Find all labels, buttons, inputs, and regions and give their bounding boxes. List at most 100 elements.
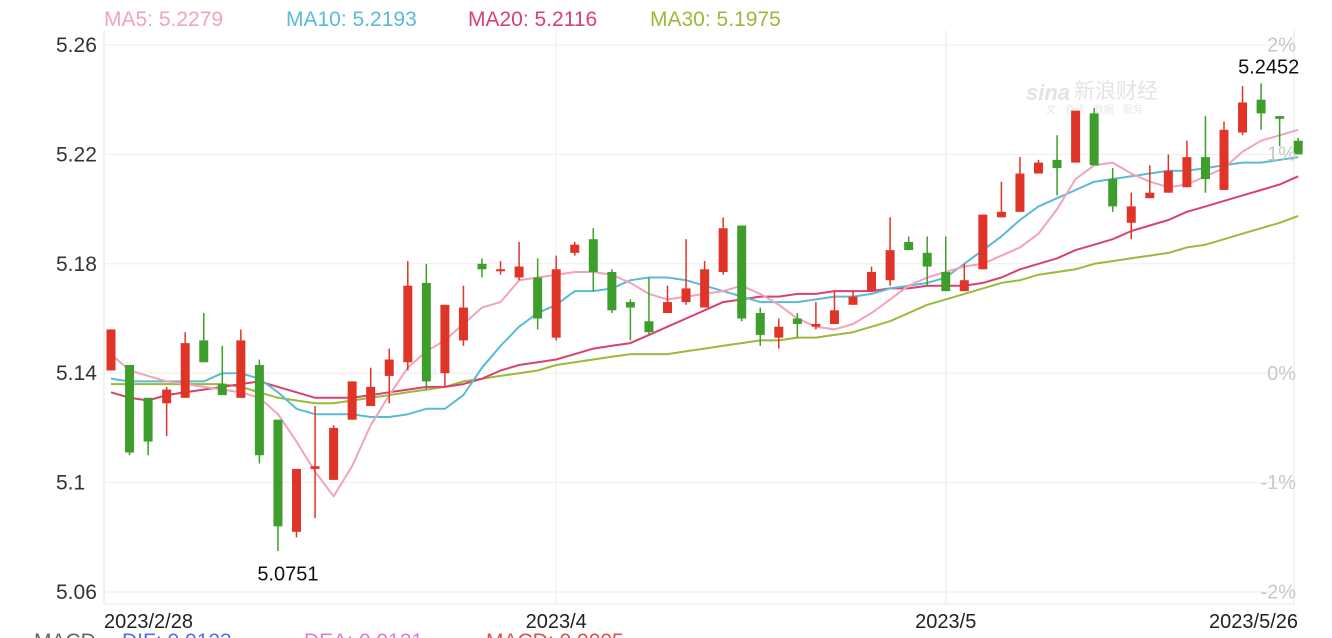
x-date-label: 2023/5/26	[1209, 611, 1298, 633]
candle	[1089, 107, 1099, 166]
candle	[440, 304, 450, 387]
legend-item: MA30: 5.1975	[650, 8, 781, 31]
candle-body	[329, 427, 339, 480]
candle-body	[1034, 162, 1043, 174]
candle	[1163, 154, 1173, 193]
candle-body	[644, 321, 654, 333]
candle	[477, 258, 487, 278]
candle	[737, 225, 747, 322]
candle-body	[125, 364, 135, 453]
candle-body	[1071, 110, 1081, 163]
candle-body	[1163, 170, 1173, 193]
candle	[625, 299, 635, 341]
legend-item: MA5: 5.2279	[104, 8, 223, 31]
candle	[978, 214, 988, 270]
y-tick-label: 5.1	[56, 472, 85, 495]
candle	[811, 302, 821, 330]
pct-tick-label: -1%	[1260, 472, 1296, 494]
candle-body	[885, 250, 895, 281]
candle-body	[1015, 173, 1025, 212]
candle-body	[755, 313, 765, 335]
candle-body	[310, 466, 320, 469]
candle	[792, 313, 802, 338]
legend-item: MA20: 5.2116	[468, 8, 597, 31]
candle	[755, 307, 765, 346]
candle	[1071, 110, 1081, 163]
ma5-line	[110, 128, 1299, 498]
candle	[329, 425, 339, 480]
candle	[347, 381, 357, 420]
candle-body	[1275, 116, 1285, 119]
candle-body	[625, 302, 635, 308]
candle-body	[403, 285, 413, 363]
candle-body	[848, 296, 858, 305]
x-date-label: 2023/2/28	[104, 611, 193, 633]
candle	[254, 359, 264, 464]
candle	[644, 277, 654, 335]
candle	[774, 318, 784, 349]
candle	[588, 228, 598, 292]
candle	[1052, 135, 1062, 196]
candle	[1219, 121, 1229, 190]
moving-average-lines	[110, 128, 1299, 498]
candle	[458, 285, 468, 346]
candle-body	[496, 269, 506, 272]
macd-value: MACD: 0.0005	[486, 630, 624, 638]
macd-value: DEA: 0.0121	[304, 630, 423, 638]
candle-body	[1238, 102, 1248, 133]
candle	[607, 269, 617, 314]
candle	[1126, 192, 1136, 240]
candle	[681, 239, 691, 305]
candle-body	[106, 329, 116, 371]
candle-body	[458, 307, 468, 341]
candle-body	[384, 359, 394, 376]
candle-body	[1108, 179, 1118, 207]
candle	[904, 236, 914, 251]
candle-body	[143, 397, 153, 442]
candle	[1034, 159, 1043, 174]
candle-body	[533, 277, 543, 319]
candle	[941, 236, 951, 292]
candle-body	[1089, 113, 1099, 166]
price-annotations: 5.2452 5.0751	[257, 56, 1299, 585]
candle-body	[663, 302, 672, 314]
candle	[700, 261, 710, 308]
candle-body	[718, 228, 728, 273]
candle	[514, 241, 524, 281]
candle	[1293, 137, 1303, 155]
candle	[867, 266, 877, 292]
candle-body	[959, 280, 969, 292]
y-tick-label: 5.22	[56, 143, 97, 166]
candle-body	[514, 266, 524, 278]
macd-title: MACD	[34, 630, 96, 638]
candle	[848, 291, 858, 305]
candle-body	[1052, 159, 1062, 169]
candle	[718, 217, 728, 275]
candle	[1015, 157, 1025, 212]
candle-body	[792, 318, 802, 324]
candle	[366, 367, 376, 407]
candle-body	[254, 364, 264, 456]
candle	[1275, 116, 1285, 147]
candle-body	[421, 282, 431, 382]
candle	[829, 291, 839, 324]
candle	[996, 181, 1006, 218]
candle-body	[236, 340, 246, 398]
candle	[292, 468, 301, 538]
candle-body	[1145, 192, 1155, 199]
candle	[885, 217, 895, 286]
candle	[310, 406, 320, 519]
candle-body	[737, 225, 747, 319]
candle-body	[1219, 129, 1229, 190]
candle	[1145, 165, 1155, 199]
candle	[384, 348, 394, 404]
candle-body	[829, 310, 839, 324]
ma20-line	[110, 175, 1299, 402]
pct-tick-label: 0%	[1267, 363, 1296, 385]
annotation-low: 5.0751	[257, 564, 318, 586]
candle-body	[292, 468, 301, 532]
candle	[1200, 116, 1210, 193]
candle-body	[217, 384, 227, 396]
candle	[421, 263, 431, 390]
candle-body	[904, 241, 914, 251]
